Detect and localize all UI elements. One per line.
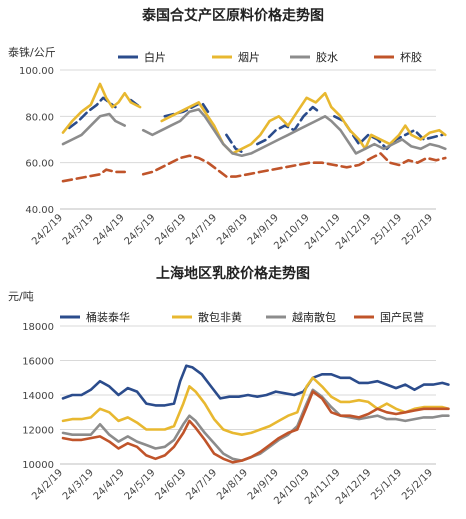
x-tick-label: 24/6/19 (153, 467, 188, 502)
series-line-4 (61, 390, 450, 464)
y-tick-label: 80.00 (25, 112, 54, 123)
y-tick-label: 16000 (22, 357, 54, 368)
x-tick-label: 24/4/19 (92, 212, 127, 247)
x-tick-label: 24/2/19 (30, 467, 65, 502)
x-tick-label: 24/5/19 (123, 212, 158, 247)
series-line-3 (141, 108, 447, 157)
chart-title: 泰国合艾产区原料价格走势图 (141, 7, 324, 24)
legend-label: 白片 (144, 50, 166, 64)
shanghai-latex-chart: 上海地区乳胶价格走势图 元/吨 18000 16000 14000 12000 1000… (8, 265, 450, 507)
x-tick-label: 25/1/19 (369, 212, 404, 247)
y-tick-label: 60.00 (25, 159, 54, 170)
y-axis-unit: 元/吨 (8, 290, 34, 303)
y-tick-label: 14000 (22, 391, 54, 402)
legend-label: 国产民营 (380, 310, 424, 324)
x-tick-label: 24/7/19 (184, 212, 219, 247)
legend-label: 杯胶 (400, 50, 422, 64)
x-tick-label: 24/3/19 (61, 467, 96, 502)
y-tick-label: 40.00 (25, 205, 54, 216)
series-line-1 (67, 96, 117, 130)
series-line-2 (61, 376, 450, 436)
x-tick-label: 25/2/19 (400, 467, 435, 502)
series-line-3 (61, 112, 126, 146)
x-tick-label: 24/7/19 (184, 467, 219, 502)
thai-raw-material-chart: 泰国合艾产区原料价格走势图 泰铢/公斤 100.00 80.00 60.00 40.0… (8, 7, 447, 252)
y-tick-label: 100.00 (19, 66, 54, 77)
x-tick-label: 24/6/19 (153, 212, 188, 247)
chart-title: 上海地区乳胶价格走势图 (156, 265, 310, 282)
x-tick-label: 24/2/19 (30, 212, 65, 247)
x-tick-label: 24/8/19 (215, 467, 250, 502)
x-tick-label: 24/5/19 (123, 467, 158, 502)
legend-label: 胶水 (316, 50, 338, 64)
series-line-2 (160, 91, 447, 155)
series-line-4 (61, 168, 126, 183)
x-tick-label: 25/2/19 (400, 212, 435, 247)
y-tick-label: 18000 (22, 322, 54, 333)
series-line-4 (141, 152, 447, 178)
series-line-1 (225, 133, 247, 155)
series-line-2 (61, 82, 142, 134)
y-tick-label: 12000 (22, 426, 54, 437)
x-tick-label: 25/1/19 (369, 467, 404, 502)
series-line-1 (256, 105, 321, 146)
x-tick-label: 24/4/19 (92, 467, 127, 502)
x-tick-label: 24/8/19 (215, 212, 250, 247)
legend-label: 越南散包 (292, 310, 336, 324)
y-tick-label: 10000 (22, 460, 54, 471)
legend-label: 烟片 (238, 50, 260, 64)
legend-label: 桶装泰华 (86, 310, 130, 324)
x-tick-label: 24/3/19 (61, 212, 96, 247)
series-line-3 (61, 388, 450, 462)
y-axis-unit: 泰铢/公斤 (8, 45, 56, 59)
legend-label: 散包非黄 (198, 310, 242, 324)
series-line-1 (61, 364, 450, 407)
